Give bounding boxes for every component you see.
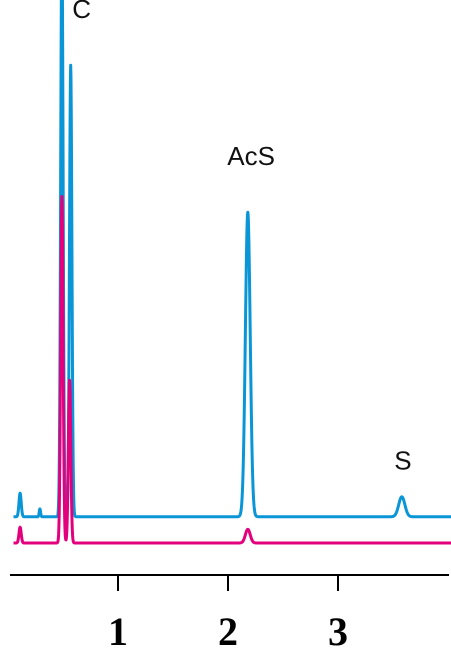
series-line-2 xyxy=(12,195,451,545)
series-line-1 xyxy=(12,0,451,519)
peak-label-c: C xyxy=(72,0,91,24)
peak-label-s: S xyxy=(394,446,411,476)
x-tick-label-2: 2 xyxy=(218,609,238,650)
x-tick-label-1: 1 xyxy=(108,609,128,650)
traces-layer xyxy=(12,0,451,545)
peak-label-acs: AcS xyxy=(227,141,275,171)
x-ticks-layer: 1 2 3 xyxy=(108,575,348,650)
x-tick-label-3: 3 xyxy=(328,609,348,650)
annotations-layer: C AcS S xyxy=(72,0,411,476)
